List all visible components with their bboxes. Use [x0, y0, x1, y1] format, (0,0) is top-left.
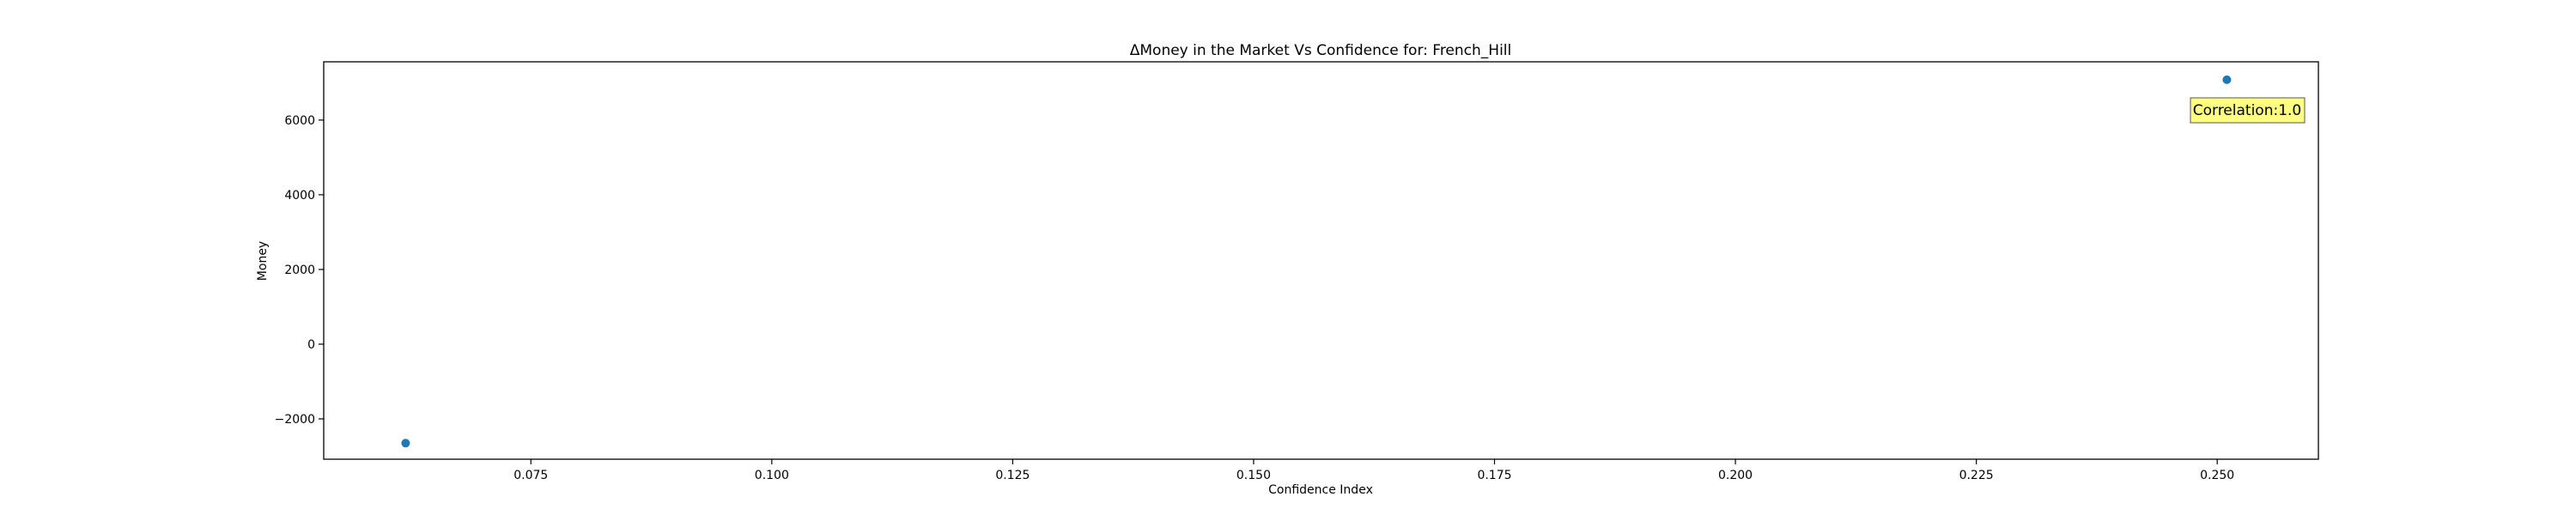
annotation-box [2190, 97, 2306, 124]
chart-title: ΔMoney in the Market Vs Confidence for: … [1130, 42, 1512, 59]
y-axis-title: Money [256, 241, 270, 281]
x-axis-ticks: 0.075 0.100 0.125 0.150 0.175 0.200 0.225 0.250 [513, 459, 2234, 482]
x-tick-label: 0.250 [2200, 469, 2234, 482]
y-tick-label: 4000 [284, 189, 315, 203]
x-tick-label: 0.150 [1236, 469, 1271, 482]
y-tick-label: 6000 [284, 114, 315, 128]
plot-area-frame [323, 61, 2319, 460]
x-tick-label: 0.100 [755, 469, 789, 482]
x-axis-title: Confidence Index [1268, 483, 1373, 497]
y-tick-label: 0 [307, 338, 315, 352]
scatter-point [2222, 75, 2232, 84]
x-tick-label: 0.175 [1477, 469, 1511, 482]
x-tick-label: 0.225 [1959, 469, 1994, 482]
correlation-annotation: Correlation:1.0 [2190, 97, 2306, 124]
y-axis-ticks: −2000 0 2000 4000 6000 [275, 114, 324, 427]
x-tick-label: 0.075 [513, 469, 548, 482]
scatter-point [401, 439, 410, 448]
data-points [401, 75, 2232, 448]
y-tick-label: −2000 [275, 413, 315, 427]
x-tick-label: 0.200 [1718, 469, 1753, 482]
y-tick-label: 2000 [284, 264, 315, 277]
annotation-text: Correlation:1.0 [2193, 102, 2302, 119]
x-tick-label: 0.125 [995, 469, 1030, 482]
